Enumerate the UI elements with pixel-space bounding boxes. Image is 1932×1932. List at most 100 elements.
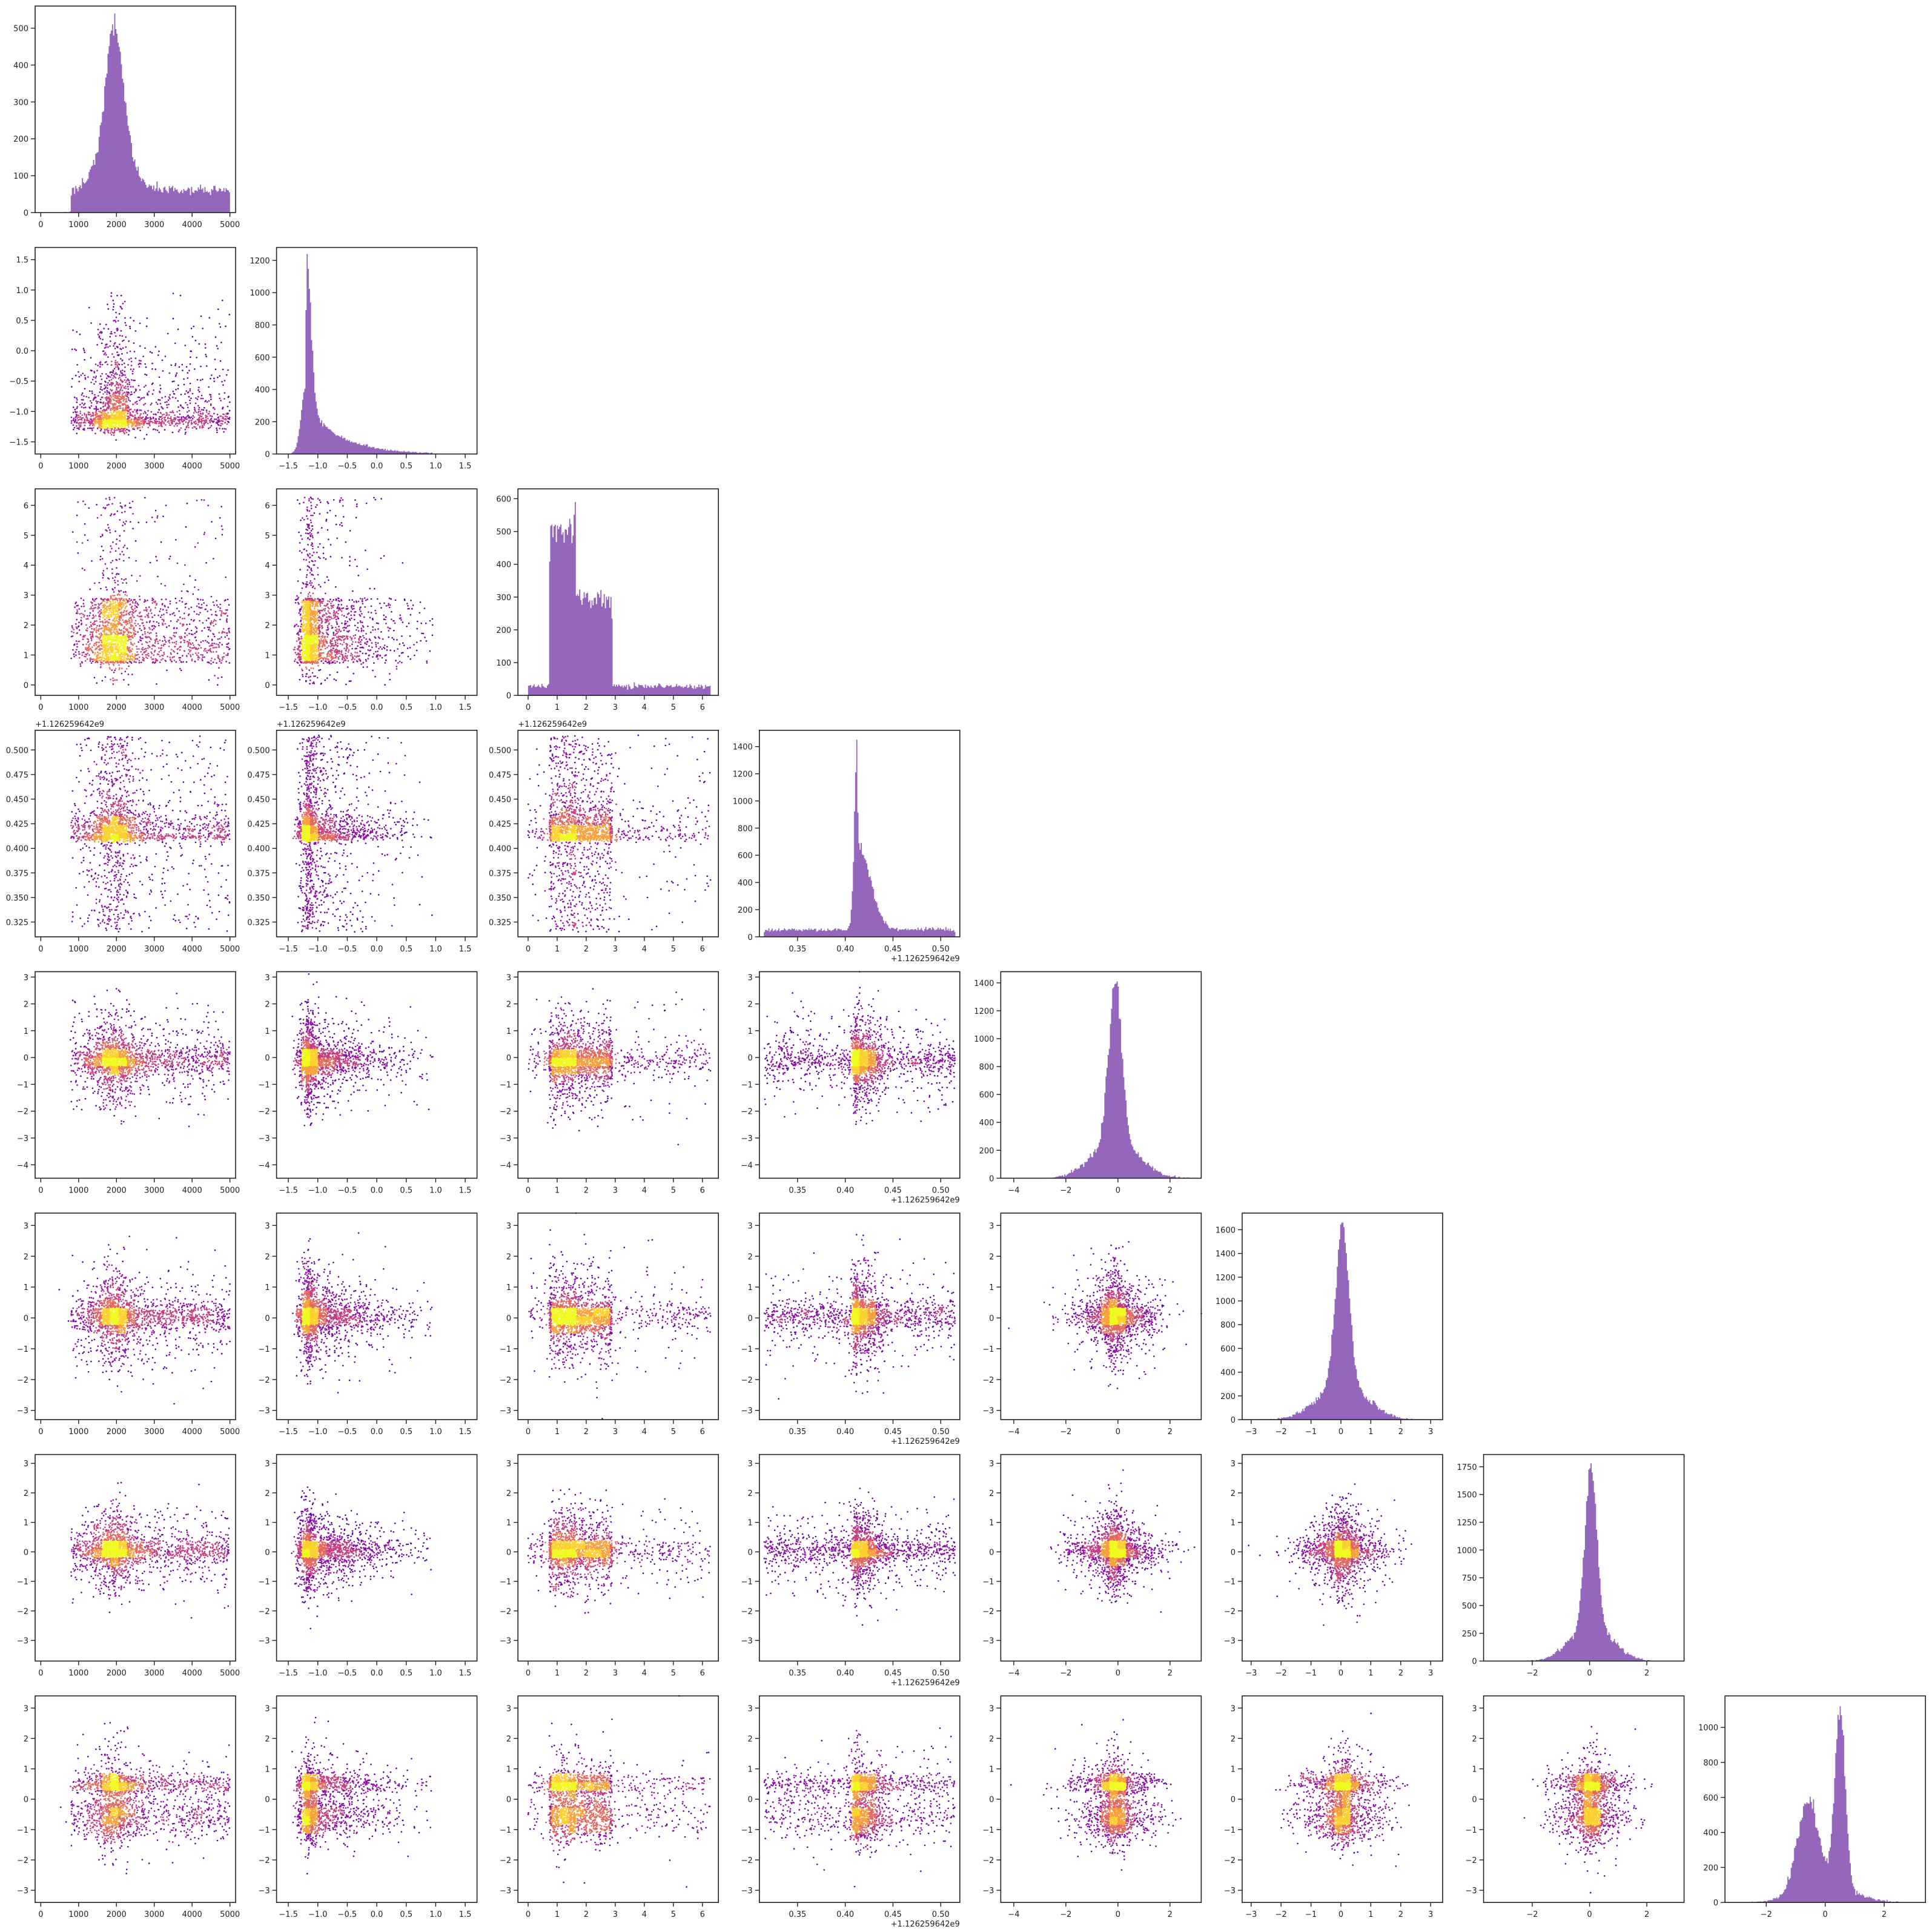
hist-4-ytick-label: 1200 <box>974 1007 994 1016</box>
scatter-point <box>116 374 118 375</box>
scatter-point <box>76 428 78 429</box>
scatter-point <box>118 354 120 356</box>
scatter-point <box>206 409 208 411</box>
histogram-bars-2 <box>518 502 718 695</box>
scatter-point <box>84 351 86 353</box>
scatter-point <box>129 326 131 328</box>
scatter-point <box>128 399 130 401</box>
scatter-point <box>201 423 203 425</box>
scatter-point <box>224 380 226 382</box>
hist-4-ytick-label: 1400 <box>974 979 994 988</box>
scatter-point <box>76 402 78 403</box>
hist-3-xtick-label: 0.50 <box>932 945 950 954</box>
hist-3-ytick-label: 1000 <box>733 797 753 806</box>
scatter-point <box>165 356 167 357</box>
scatter-point <box>144 348 146 349</box>
scatter-point <box>116 351 118 353</box>
scatter-point <box>180 394 182 395</box>
scatter-point <box>124 301 126 303</box>
scatter-point <box>199 427 201 429</box>
histogram-panel-6: −2 0 202505007501000125015001750 <box>1457 1455 1684 1678</box>
scatter-point <box>173 293 174 294</box>
scatter-point <box>202 398 204 400</box>
hist-5-ytick-label: 1400 <box>1216 1250 1236 1259</box>
hist-7-ytick-label: 0 <box>1713 1899 1718 1908</box>
scatter-point <box>218 425 220 426</box>
scatter-point <box>133 368 134 370</box>
scatter-point <box>157 421 159 423</box>
scatter-point <box>229 418 231 420</box>
scatter-point <box>127 386 129 388</box>
scatter-point <box>178 431 180 432</box>
scatter-point <box>147 417 149 419</box>
scatter-point <box>111 333 113 335</box>
scatter-point <box>113 320 114 322</box>
scatter-point <box>77 406 79 408</box>
scatter-point <box>166 404 168 406</box>
hist-6-xtick-label: −2 <box>1526 1669 1538 1678</box>
histogram-panel-1: −1.5 −1.0 −0.5 0.0 0.5 1.0 1.50200400600800100… <box>250 248 477 471</box>
hist-3-xtick-label: 0.45 <box>884 945 902 954</box>
histogram-panel-3: 0.35 0.40 0.45 0.50020040060080010001200140… <box>733 730 960 964</box>
hist-5-xtick-label: −1 <box>1305 1427 1317 1437</box>
hist-2-xtick-label: 3 <box>613 703 618 712</box>
scatter-point <box>169 398 171 400</box>
scatter-point <box>130 412 131 414</box>
scatter-point <box>140 363 142 365</box>
scatter-point <box>169 425 171 426</box>
hist-5-ytick-label: 1600 <box>1216 1226 1236 1235</box>
histogram-panel-5: −3 −2 −1 0 1 2 302004006008001000120014001600 <box>1216 1213 1443 1437</box>
scatter-point <box>125 336 127 338</box>
hist-4-xtick-label: 0 <box>1116 1186 1120 1195</box>
scatter-point <box>133 342 135 344</box>
scatter-point <box>187 411 188 413</box>
scatter-point <box>194 368 196 370</box>
hist-6-ytick-label: 1750 <box>1457 1463 1477 1472</box>
hist-5-ytick-label: 1200 <box>1216 1274 1236 1283</box>
scatter-point <box>207 415 208 417</box>
hist-1-xtick-label: 0.5 <box>400 462 412 471</box>
scatter-point <box>220 400 222 402</box>
hist-4-ytick-label: 400 <box>979 1119 994 1128</box>
hist-0-xtick-label: 3000 <box>144 220 164 230</box>
hist-7-xtick-label: 2 <box>1882 1910 1887 1919</box>
scatter-point <box>93 408 95 410</box>
scatter-point <box>100 408 102 409</box>
scatter-point <box>125 386 127 388</box>
scatter-point <box>118 387 120 389</box>
scatter-point <box>101 373 103 375</box>
hist-5-xtick-label: 1 <box>1368 1427 1373 1437</box>
scatter-point <box>104 428 106 429</box>
scatter-point <box>95 363 97 365</box>
scatter-point <box>117 346 119 348</box>
hist-0-ytick-label: 200 <box>13 135 28 144</box>
hist-6-ytick-label: 750 <box>1462 1574 1477 1583</box>
scatter-point <box>91 391 93 392</box>
scatter-point <box>160 412 162 414</box>
scatter-point <box>117 365 119 366</box>
scatter-point <box>189 400 191 402</box>
scatter-point <box>74 348 76 350</box>
scatter-point <box>208 400 210 402</box>
scatter-point <box>202 425 203 426</box>
scatter-point <box>110 382 112 384</box>
scatter-point <box>190 383 191 385</box>
hist-0-ytick-label: 400 <box>13 61 28 70</box>
scatter-point <box>107 391 108 393</box>
hist-7-ytick-label: 600 <box>1703 1794 1718 1803</box>
scatter-point <box>127 352 128 354</box>
scatter-point <box>98 395 99 397</box>
hist-3-xtick-label: 0.35 <box>789 945 806 954</box>
scatter-point <box>183 379 185 380</box>
scatter-point <box>93 376 95 378</box>
scatter-point <box>95 417 97 418</box>
scatter-point <box>105 354 107 356</box>
scatter-point <box>158 425 160 427</box>
scatter-point <box>200 398 202 400</box>
scatter-point <box>81 399 83 401</box>
histogram-bars-6 <box>1484 1463 1684 1661</box>
histogram-panel-7: −2 0 202004006008001000 <box>1698 1696 1925 1919</box>
scatter-point <box>71 417 73 418</box>
scatter-point <box>142 426 144 428</box>
scatter-point <box>194 422 196 424</box>
